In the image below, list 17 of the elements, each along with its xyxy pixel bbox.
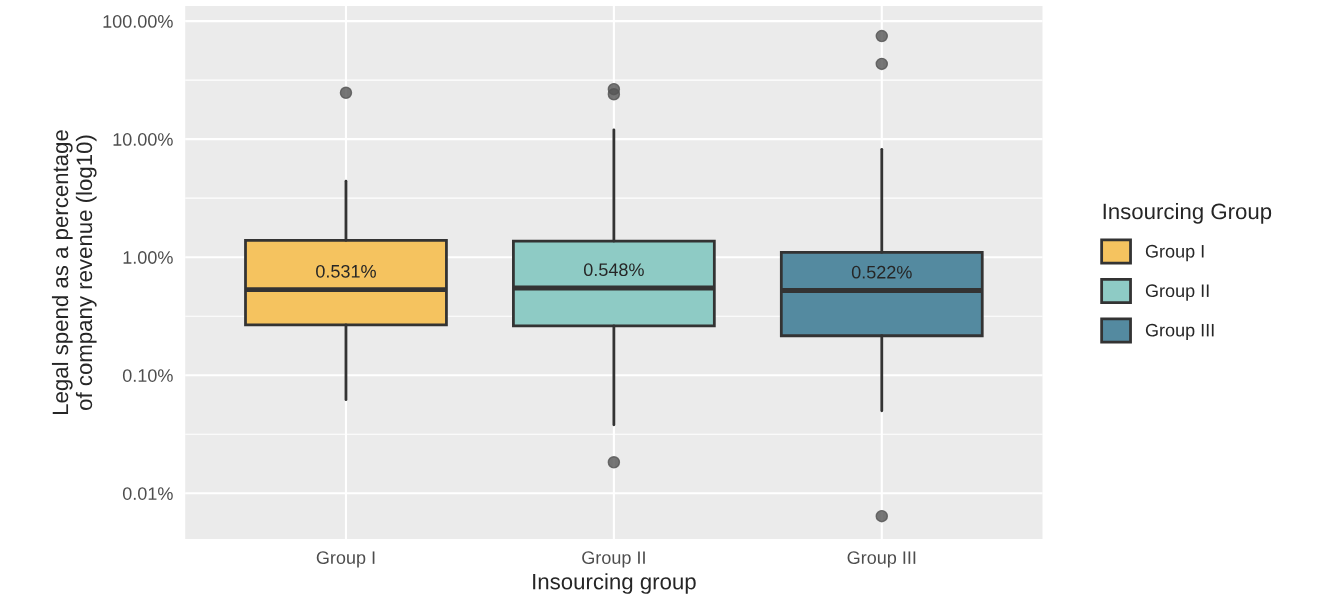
x-tick-label: Group I	[316, 551, 375, 568]
x-tick-label: Group II	[582, 551, 645, 568]
annotation: 0.531%	[316, 264, 376, 278]
y-tick-label: 100.00%	[103, 15, 173, 28]
y-tick-label: 0.10%	[122, 369, 173, 382]
annotation: 0.522%	[851, 265, 912, 279]
x-tick-label: Group III	[847, 551, 916, 568]
y-axis-title: Legal spend as a percentage of company revenue (log10)	[51, 130, 97, 415]
legend-label: Group II	[1145, 284, 1209, 301]
y-tick-label: 10.00%	[113, 133, 173, 146]
legend-title: Insourcing Group	[1103, 202, 1272, 224]
y-tick-label: 0.01%	[122, 487, 173, 500]
legend-label: Group III	[1145, 323, 1214, 341]
annotation: 0.548%	[583, 263, 644, 277]
legend-label: Group I	[1145, 244, 1204, 262]
x-axis-title: Insourcing group	[533, 573, 696, 594]
y-tick-label: 1.00%	[123, 251, 173, 264]
